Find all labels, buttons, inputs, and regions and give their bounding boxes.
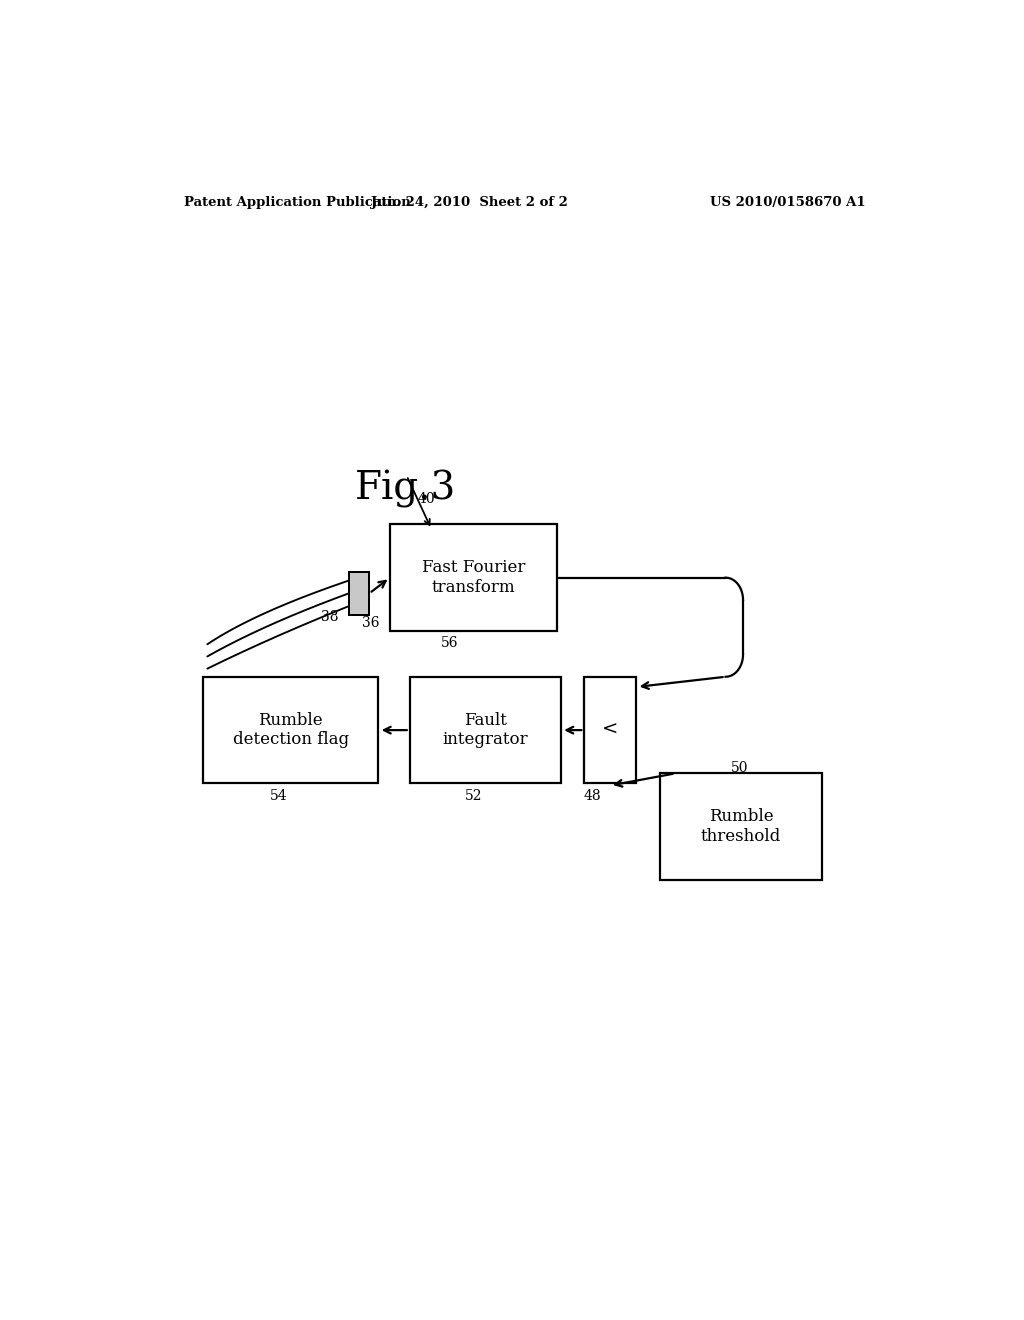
Text: Rumble
detection flag: Rumble detection flag bbox=[232, 711, 349, 748]
Text: Rumble
threshold: Rumble threshold bbox=[701, 808, 781, 845]
FancyBboxPatch shape bbox=[410, 677, 560, 784]
Text: Fast Fourier
transform: Fast Fourier transform bbox=[422, 560, 525, 595]
Text: 48: 48 bbox=[584, 788, 601, 803]
Text: Fault
integrator: Fault integrator bbox=[442, 711, 528, 748]
FancyBboxPatch shape bbox=[585, 677, 636, 784]
Text: 56: 56 bbox=[440, 636, 458, 651]
Text: 52: 52 bbox=[465, 788, 482, 803]
FancyBboxPatch shape bbox=[204, 677, 378, 784]
Text: 38: 38 bbox=[321, 610, 338, 623]
FancyBboxPatch shape bbox=[390, 524, 557, 631]
Text: 54: 54 bbox=[270, 788, 288, 803]
Text: Patent Application Publication: Patent Application Publication bbox=[183, 195, 411, 209]
Text: US 2010/0158670 A1: US 2010/0158670 A1 bbox=[711, 195, 866, 209]
Text: 50: 50 bbox=[731, 762, 749, 775]
Text: 40: 40 bbox=[418, 492, 435, 506]
Text: Fig.3: Fig.3 bbox=[355, 470, 457, 508]
Text: <: < bbox=[602, 721, 618, 739]
Text: Jun. 24, 2010  Sheet 2 of 2: Jun. 24, 2010 Sheet 2 of 2 bbox=[371, 195, 567, 209]
FancyBboxPatch shape bbox=[348, 572, 370, 615]
Text: 36: 36 bbox=[362, 615, 380, 630]
FancyBboxPatch shape bbox=[659, 774, 822, 880]
